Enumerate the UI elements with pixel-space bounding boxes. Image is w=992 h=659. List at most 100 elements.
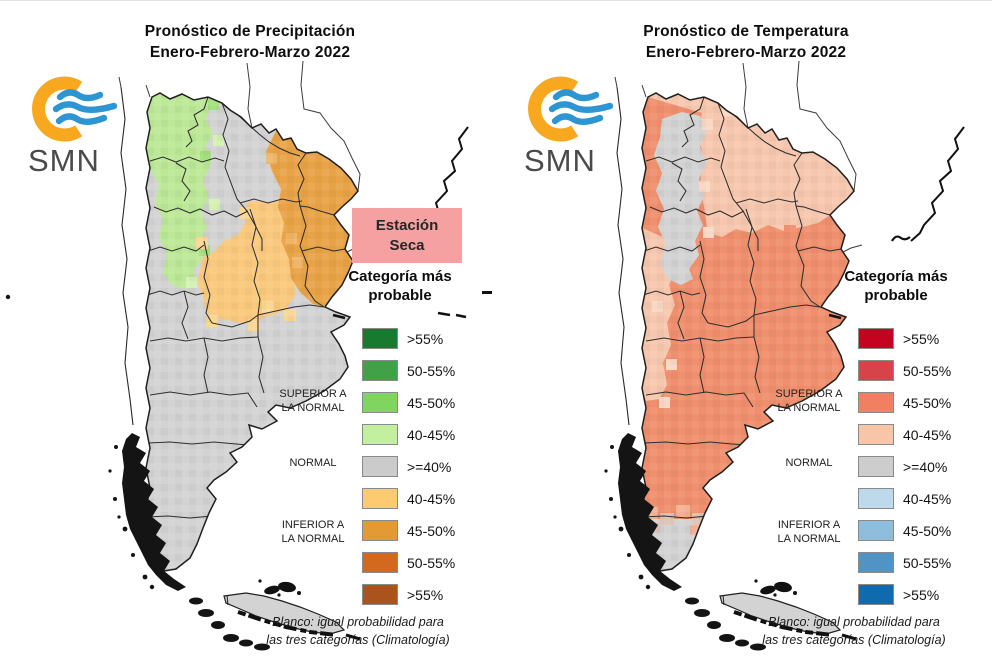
- legend-row: 40-45%: [362, 424, 455, 445]
- rio-de-la-plata-dashes: [332, 311, 467, 320]
- legend-group-inferior: INFERIOR A LA NORMAL: [777, 519, 841, 545]
- climatology-note: Blanco: igual probabilidad para las tres…: [266, 615, 450, 647]
- legend-swatch: [858, 456, 894, 477]
- legend-row: 40-45%: [858, 488, 951, 509]
- legend-range-label: >=40%: [407, 458, 452, 475]
- legend-range-label: 45-50%: [903, 522, 952, 539]
- legend-swatch: [362, 392, 398, 413]
- legend-swatch: [362, 584, 398, 605]
- legend-range-label: >55%: [407, 330, 444, 347]
- legend-row: 45-50%: [858, 520, 951, 541]
- legend-swatch: [362, 424, 398, 445]
- legend-row: 45-50%: [362, 392, 455, 413]
- precipitation-title-line1: Pronóstico de Precipitación: [144, 23, 356, 40]
- argentina-outline: [145, 92, 359, 573]
- legend-range-label: 45-50%: [407, 522, 456, 539]
- legend-swatch: [362, 456, 398, 477]
- coast-squiggle: [891, 235, 911, 242]
- legend-group-inferior: INFERIOR A LA NORMAL: [281, 519, 345, 545]
- legend-range-label: 50-55%: [903, 554, 952, 571]
- legend-row: 50-55%: [858, 360, 951, 381]
- argentina-outline: [641, 92, 855, 573]
- legend-range-label: >=40%: [903, 458, 948, 475]
- legend-row: >55%: [858, 328, 939, 349]
- legend-header-line1: Categoría más: [844, 268, 948, 285]
- legend-row: >=40%: [362, 456, 451, 477]
- legend-header-line1: Categoría más: [348, 268, 452, 285]
- staten-island: [841, 633, 857, 641]
- neighboring-country-borders: [614, 60, 965, 426]
- dry-season-label: Estación Seca: [352, 208, 462, 263]
- legend-group-superior: SUPERIOR A LA NORMAL: [279, 388, 347, 414]
- legend-row: 45-50%: [362, 520, 455, 541]
- smn-logo-text: SMN: [524, 143, 596, 178]
- staten-island: [345, 633, 361, 641]
- stray-dash: [482, 291, 492, 294]
- legend-row: 40-45%: [362, 488, 455, 509]
- climatology-note: Blanco: igual probabilidad para las tres…: [762, 615, 946, 647]
- legend-row: >55%: [858, 584, 939, 605]
- province-borders: [146, 96, 346, 519]
- dry-season-line1: Estación: [375, 216, 439, 234]
- legend-row: 40-45%: [858, 424, 951, 445]
- legend-row: 50-55%: [362, 552, 455, 573]
- dry-season-line2: Seca: [389, 236, 425, 254]
- legend-swatch: [858, 584, 894, 605]
- legend-range-label: 50-55%: [407, 362, 456, 379]
- legend-swatch: [858, 520, 894, 541]
- legend-swatch: [858, 360, 894, 381]
- legend-swatch: [858, 328, 894, 349]
- legend-swatch: [362, 328, 398, 349]
- smn-logo: SMN: [26, 71, 136, 178]
- legend-swatch: [362, 360, 398, 381]
- temperature-title-line1: Pronóstico de Temperatura: [643, 23, 849, 40]
- tdf-south-coast: [733, 610, 833, 637]
- smn-logo-text: SMN: [28, 143, 100, 178]
- legend-swatch: [362, 488, 398, 509]
- legend-row: >55%: [362, 328, 443, 349]
- smn-logo-icon: [32, 76, 118, 142]
- argentina-precipitation-map: [5, 60, 492, 651]
- legend-header: Categoría más probable: [330, 267, 470, 305]
- legend-row: >=40%: [858, 456, 947, 477]
- legend-group-normal: NORMAL: [785, 457, 833, 469]
- legend-row: 45-50%: [858, 392, 951, 413]
- legend-swatch: [362, 552, 398, 573]
- legend-row: 50-55%: [858, 552, 951, 573]
- chile-fjords: [122, 433, 186, 591]
- legend-range-label: 40-45%: [407, 490, 456, 507]
- precipitation-title: Pronóstico de Precipitación Enero-Febrer…: [60, 21, 440, 63]
- legend-range-label: 40-45%: [903, 426, 952, 443]
- precipitation-title-line2: Enero-Febrero-Marzo 2022: [149, 44, 351, 61]
- legend-group-superior: SUPERIOR A LA NORMAL: [775, 388, 843, 414]
- smn-logo: SMN: [522, 71, 632, 178]
- legend-range-label: >55%: [903, 330, 940, 347]
- legend-swatch: [858, 424, 894, 445]
- legend-group-normal: NORMAL: [289, 457, 337, 469]
- legend-swatch: [858, 392, 894, 413]
- temperature-forecast-panel: Pronóstico de Temperatura Enero-Febrero-…: [496, 1, 992, 659]
- falkland-islands-icon: [258, 579, 301, 597]
- legend-range-label: 40-45%: [407, 426, 456, 443]
- province-borders: [642, 96, 842, 519]
- argentina-temperature-map: [604, 60, 965, 651]
- chile-fjords: [618, 433, 682, 591]
- legend-range-label: 50-55%: [407, 554, 456, 571]
- legend-range-label: 40-45%: [903, 490, 952, 507]
- legend-swatch: [858, 552, 894, 573]
- rio-de-la-plata-dashes: [828, 313, 842, 320]
- legend-range-label: 45-50%: [903, 394, 952, 411]
- legend-header: Categoría más probable: [826, 267, 966, 305]
- legend-range-label: >55%: [903, 586, 940, 603]
- legend-swatch: [362, 520, 398, 541]
- legend-header-line2: probable: [864, 287, 928, 304]
- precipitation-forecast-panel: Pronóstico de Precipitación Enero-Febrer…: [0, 1, 496, 659]
- legend-row: 50-55%: [362, 360, 455, 381]
- legend-row: >55%: [362, 584, 443, 605]
- tierra-del-fuego: [223, 592, 346, 635]
- tierra-del-fuego: [719, 592, 842, 635]
- legend-range-label: 45-50%: [407, 394, 456, 411]
- legend-header-line2: probable: [368, 287, 432, 304]
- legend-swatch: [858, 488, 894, 509]
